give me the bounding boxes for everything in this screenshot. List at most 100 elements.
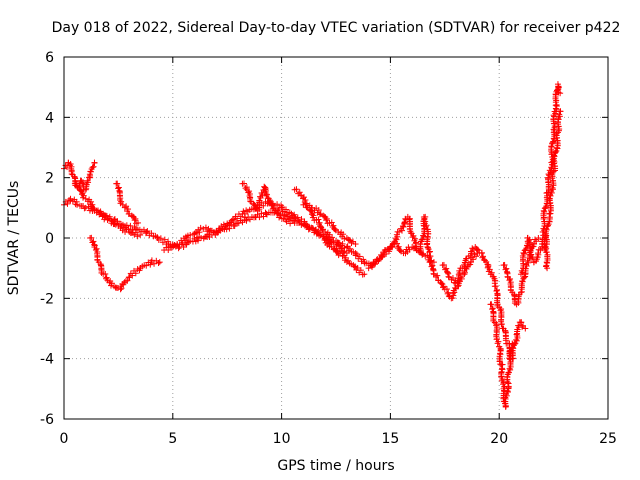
data-point-fill <box>519 324 526 331</box>
data-point-fill <box>381 251 388 258</box>
data-point-fill <box>317 223 324 230</box>
data-point <box>291 219 298 226</box>
data-point-fill <box>68 170 75 177</box>
data-point-fill <box>343 259 350 266</box>
data-point-fill <box>196 229 203 236</box>
data-point-fill <box>549 184 556 191</box>
data-point <box>557 108 564 115</box>
data-point <box>200 225 207 232</box>
data-point-fill <box>111 221 118 228</box>
data-point-fill <box>503 265 510 272</box>
data-point <box>82 204 89 211</box>
data-point-fill <box>525 259 532 266</box>
y-tick-label: -6 <box>40 412 54 428</box>
data-point-fill <box>112 221 119 228</box>
data-point-fill <box>450 292 457 299</box>
data-point-fill <box>90 205 97 212</box>
data-point-fill <box>269 205 276 212</box>
data-point-fill <box>102 270 109 277</box>
data-point <box>126 228 133 235</box>
x-tick-label: 25 <box>599 431 617 447</box>
data-point-fill <box>282 206 289 213</box>
x-tick-label: 0 <box>60 431 69 447</box>
data-point-fill <box>352 252 359 259</box>
data-point-fill <box>144 228 151 235</box>
data-point-fill <box>226 225 233 232</box>
data-point-fill <box>398 227 405 234</box>
data-point-fill <box>552 110 559 117</box>
data-point <box>263 210 270 217</box>
data-point-fill <box>256 214 263 221</box>
data-point-fill <box>147 261 154 268</box>
data-point-fill <box>329 234 336 241</box>
data-point-fill <box>117 195 124 202</box>
data-point-fill <box>507 275 514 282</box>
y-tick-label: 2 <box>45 171 54 187</box>
grid <box>64 57 608 419</box>
data-point-fill <box>129 272 136 279</box>
data-point <box>522 325 529 332</box>
data-point <box>544 265 551 272</box>
data-point-fill <box>400 223 407 230</box>
data-point-fill <box>551 113 558 120</box>
data-point-fill <box>541 208 548 215</box>
data-point-fill <box>490 316 497 323</box>
data-point-fill <box>132 215 139 222</box>
data-point-fill <box>427 258 434 265</box>
data-point-fill <box>64 200 71 207</box>
data-point-fill <box>458 275 465 282</box>
data-point-fill <box>263 191 270 198</box>
data-point-fill <box>87 168 94 175</box>
data-point-fill <box>510 345 517 352</box>
data-point-fill <box>492 283 499 290</box>
data-point-fill <box>483 258 490 265</box>
data-point-fill <box>323 215 330 222</box>
data-point-fill <box>543 226 550 233</box>
data-point-fill <box>424 233 431 240</box>
data-point-fill <box>73 180 80 187</box>
x-tick-label: 15 <box>381 431 399 447</box>
data-point-fill <box>90 238 97 245</box>
data-point-fill <box>418 236 425 243</box>
data-point-fill <box>234 215 241 222</box>
data-point-fill <box>229 216 236 223</box>
data-point-fill <box>285 216 292 223</box>
data-point-fill <box>456 269 463 276</box>
data-point-fill <box>347 245 354 252</box>
data-point-fill <box>473 253 480 260</box>
data-point-fill <box>121 204 128 211</box>
data-point-fill <box>89 201 96 208</box>
data-point-fill <box>440 283 447 290</box>
y-tick-label: 6 <box>45 50 54 66</box>
data-point-fill <box>475 247 482 254</box>
data-point-fill <box>302 200 309 207</box>
data-point-fill <box>176 241 183 248</box>
data-point-fill <box>315 207 322 214</box>
data-point-fill <box>168 244 175 251</box>
data-point <box>557 90 564 97</box>
data-point <box>352 241 359 248</box>
data-points <box>61 81 564 410</box>
data-point-fill <box>520 251 527 258</box>
data-point <box>343 244 350 251</box>
data-point-fill <box>85 179 92 186</box>
x-tick-label: 5 <box>168 431 177 447</box>
data-point-fill <box>247 198 254 205</box>
data-point-fill <box>397 247 404 254</box>
data-point-fill <box>148 230 155 237</box>
data-point-fill <box>549 139 556 146</box>
data-point-fill <box>556 113 563 120</box>
axis-ticks: 0 5 10 15 20 25 -6 -4 -2 0 2 4 6 <box>40 50 617 447</box>
data-point-fill <box>486 266 493 273</box>
data-point-fill <box>369 264 376 271</box>
data-point-fill <box>223 226 230 233</box>
data-point-fill <box>347 237 354 244</box>
data-point-fill <box>89 164 96 171</box>
data-point-fill <box>90 163 97 170</box>
data-point-fill <box>98 267 105 274</box>
data-point-fill <box>103 274 110 281</box>
data-point-fill <box>501 261 508 268</box>
data-point-fill <box>323 217 330 224</box>
plot-frame <box>63 56 609 420</box>
